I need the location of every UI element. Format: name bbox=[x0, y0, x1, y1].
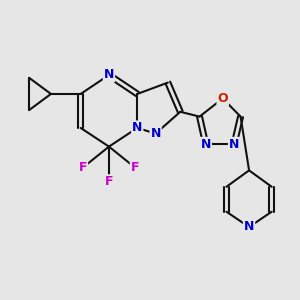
Text: O: O bbox=[218, 92, 228, 105]
Text: N: N bbox=[244, 220, 254, 233]
Text: F: F bbox=[79, 161, 87, 174]
Text: N: N bbox=[104, 68, 114, 82]
Text: F: F bbox=[105, 175, 113, 188]
Text: N: N bbox=[151, 127, 161, 140]
Text: N: N bbox=[132, 122, 142, 134]
Text: F: F bbox=[131, 161, 139, 174]
Text: N: N bbox=[201, 138, 211, 151]
Text: N: N bbox=[229, 138, 239, 151]
